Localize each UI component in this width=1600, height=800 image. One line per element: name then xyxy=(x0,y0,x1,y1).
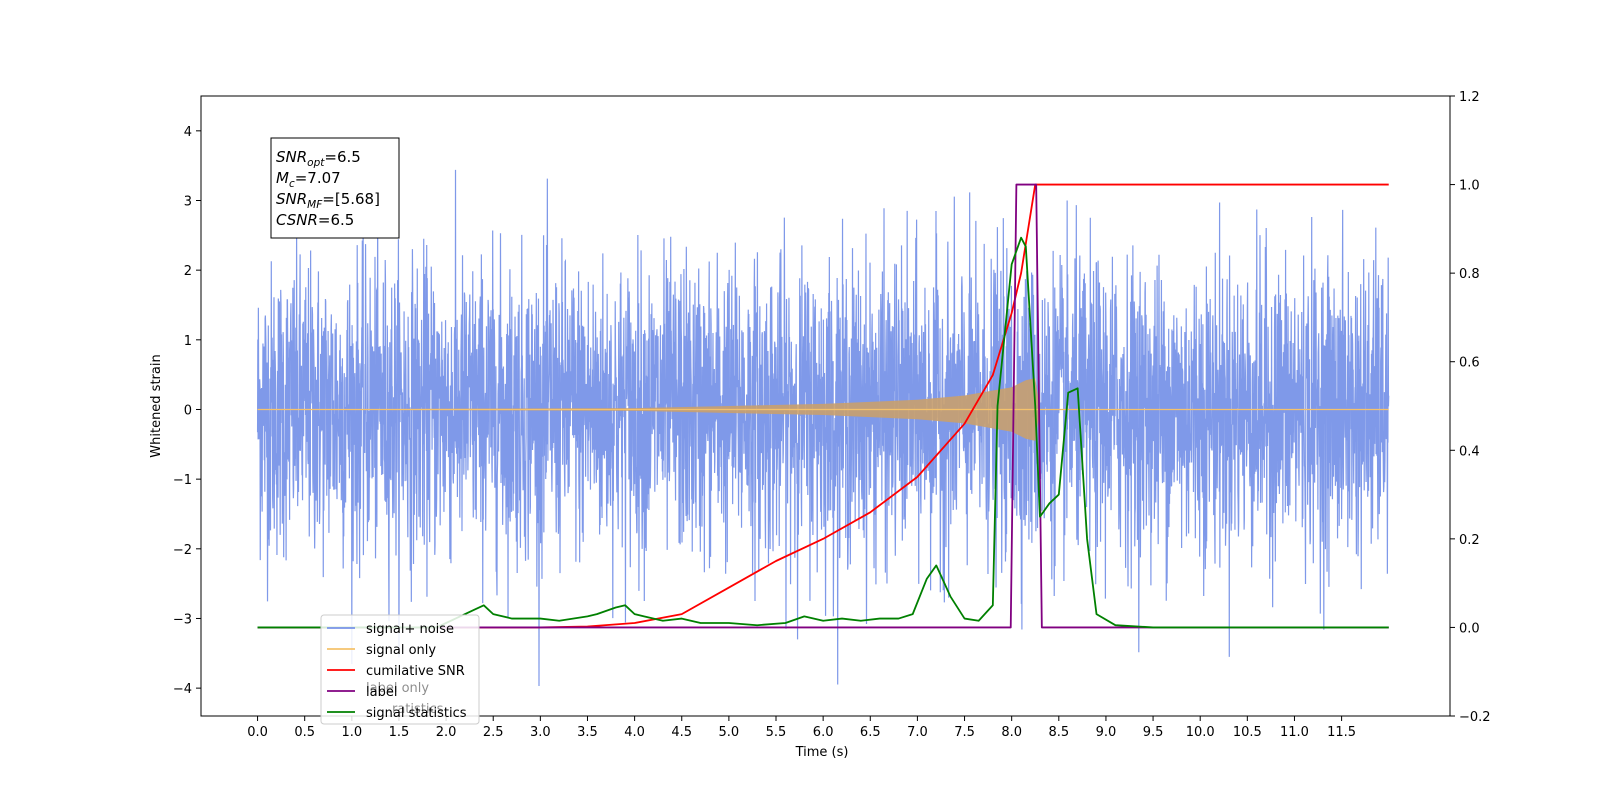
info-sub: opt xyxy=(307,157,325,169)
x-tick-label: 6.5 xyxy=(860,725,881,740)
x-tick-label: 11.0 xyxy=(1280,725,1309,740)
legend-label: signal+ noise xyxy=(366,622,454,637)
info-sub: c xyxy=(289,178,295,190)
plot-area xyxy=(256,169,1390,687)
x-tick-label: 1.5 xyxy=(389,725,410,740)
y-axis-label: Whitened strain xyxy=(149,354,164,457)
info-val: =6.5 xyxy=(324,148,360,166)
x-tick-label: 2.5 xyxy=(483,725,504,740)
y-tick-label: 2 xyxy=(184,264,192,279)
info-val: =6.5 xyxy=(318,211,354,229)
x-tick-label: 6.0 xyxy=(813,725,834,740)
y-axis-right: −0.2 0.0 0.2 0.4 0.6 0.8 1.0 1.2 xyxy=(1450,90,1491,725)
x-axis: 0.0 0.5 1.0 1.5 2.0 2.5 3.0 3.5 4.0 4.5 5.0 5.5 6.0 6… xyxy=(247,716,1356,740)
x-tick-label: 8.0 xyxy=(1001,725,1022,740)
legend-hidden-text: label only xyxy=(366,681,429,696)
x-tick-label: 3.0 xyxy=(530,725,551,740)
x-tick-label: 0.0 xyxy=(247,725,268,740)
series-signal-statistics xyxy=(257,236,1389,629)
y2-tick-label: 0.8 xyxy=(1459,267,1480,282)
series-label xyxy=(257,183,1389,629)
x-tick-label: 4.0 xyxy=(624,725,645,740)
y2-tick-label: 0.0 xyxy=(1459,621,1480,636)
legend-label: signal only xyxy=(366,643,436,658)
x-tick-label: 10.0 xyxy=(1186,725,1215,740)
y-tick-label: −2 xyxy=(173,543,192,558)
x-tick-label: 9.0 xyxy=(1096,725,1117,740)
y2-tick-label: 0.6 xyxy=(1459,356,1480,371)
y-tick-label: 4 xyxy=(184,125,192,140)
info-sub: MF xyxy=(307,199,323,211)
info-var: M xyxy=(276,169,289,187)
x-tick-label: 5.5 xyxy=(766,725,787,740)
info-box-frame xyxy=(270,137,400,239)
y2-tick-label: 0.2 xyxy=(1459,533,1480,548)
info-line: Mc=7.07 xyxy=(276,169,341,190)
y-tick-label: −1 xyxy=(173,473,192,488)
x-tick-label: 0.5 xyxy=(294,725,315,740)
info-val: =[5.68] xyxy=(322,190,380,208)
y-tick-label: −3 xyxy=(173,612,192,627)
x-tick-label: 10.5 xyxy=(1233,725,1262,740)
x-tick-label: 5.0 xyxy=(719,725,740,740)
legend-label: cumilative SNR xyxy=(366,664,465,679)
legend-label: signal statistics xyxy=(366,706,467,721)
y-axis-left: −4 −3 −2 −1 0 1 2 3 4 xyxy=(173,125,201,697)
legend-frame xyxy=(320,614,480,725)
series-signal-noise xyxy=(256,169,1390,687)
info-var: CSNR xyxy=(276,211,318,229)
info-line: SNRMF=[5.68] xyxy=(276,190,380,211)
x-tick-label: 11.5 xyxy=(1327,725,1356,740)
y-tick-label: −4 xyxy=(173,682,192,697)
y-tick-label: 1 xyxy=(184,334,192,349)
y2-tick-label: −0.2 xyxy=(1459,710,1491,725)
legend-label: label xyxy=(366,685,397,700)
x-tick-label: 8.5 xyxy=(1048,725,1069,740)
info-line: SNRopt=6.5 xyxy=(276,148,361,169)
x-tick-label: 2.0 xyxy=(436,725,457,740)
series-cumilative-snr xyxy=(257,183,1389,629)
axes-frame xyxy=(200,95,1451,717)
y-tick-label: 3 xyxy=(184,194,192,209)
y2-tick-label: 1.0 xyxy=(1459,179,1480,194)
x-tick-label: 4.5 xyxy=(671,725,692,740)
x-axis-label: Time (s) xyxy=(795,745,849,760)
x-tick-label: 7.5 xyxy=(954,725,975,740)
y2-tick-label: 1.2 xyxy=(1459,90,1480,105)
y2-tick-label: 0.4 xyxy=(1459,444,1480,459)
info-val: =7.07 xyxy=(295,169,341,187)
x-tick-label: 3.5 xyxy=(577,725,598,740)
x-tick-label: 1.0 xyxy=(341,725,362,740)
x-tick-label: 7.0 xyxy=(907,725,928,740)
info-var: SNR xyxy=(276,148,307,166)
x-tick-label: 9.5 xyxy=(1143,725,1164,740)
legend: label only ratistics signal+ noise signal o… xyxy=(320,614,480,725)
legend-hidden-text: ratistics xyxy=(392,702,444,717)
y-tick-label: 0 xyxy=(184,403,192,418)
info-line: CSNR=6.5 xyxy=(276,211,354,229)
info-var: SNR xyxy=(276,190,307,208)
